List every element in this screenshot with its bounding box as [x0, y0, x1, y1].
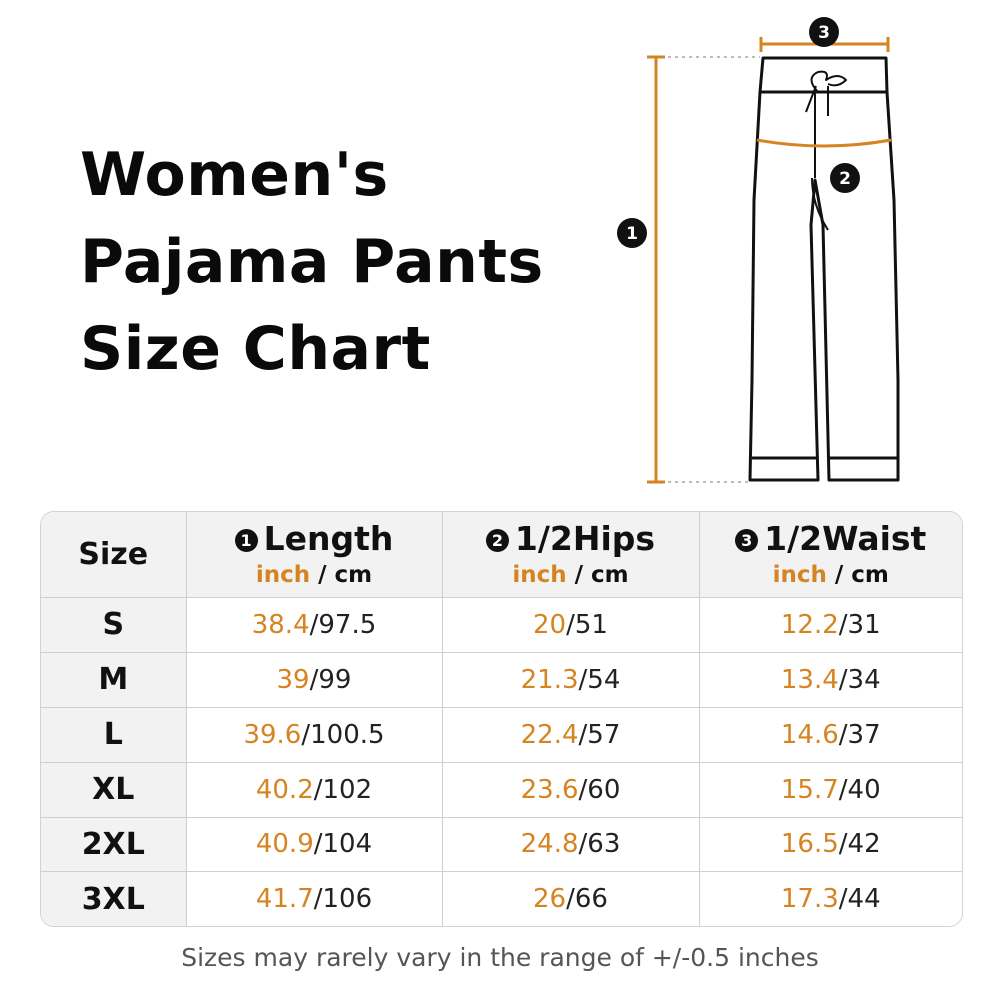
length-cell: 38.4/97.5	[185, 597, 443, 653]
unit-cm: cm	[591, 561, 629, 588]
table-row: S 38.4/97.5 20/51 12.2/31	[41, 597, 962, 653]
marker-hips-icon	[830, 163, 860, 193]
marker-hips-label: 2	[839, 169, 851, 189]
number-3-icon: 3	[735, 528, 759, 552]
table-row: L 39.6/100.5 22.4/57 14.6/37	[41, 706, 962, 763]
table-row: XL 40.2/102 23.6/60 15.7/40	[41, 761, 962, 818]
waist-cell: 16.5/42	[698, 816, 962, 873]
length-cell: 40.2/102	[185, 761, 443, 818]
waist-cell: 12.2/31	[698, 597, 962, 653]
pajama-pants-illustration: 1 3 2	[617, 17, 900, 484]
size-column-header: Size	[41, 512, 187, 598]
column-name: 1/2Hips	[514, 518, 656, 558]
unit-inch: inch	[512, 561, 567, 588]
marker-waist-icon	[809, 17, 839, 47]
size-cell: M	[41, 651, 187, 708]
table-row: 2XL 40.9/104 24.8/63 16.5/42	[41, 816, 962, 873]
waist-cell: 13.4/34	[698, 651, 962, 708]
unit-cm: cm	[851, 561, 889, 588]
number-1-icon: 1	[234, 528, 258, 552]
table-row: M 39/99 21.3/54 13.4/34	[41, 651, 962, 708]
unit-inch: inch	[772, 561, 827, 588]
unit-separator: /	[826, 561, 852, 588]
marker-waist-label: 3	[818, 23, 830, 43]
size-cell: XL	[41, 761, 187, 818]
hips-measure	[756, 138, 892, 148]
size-cell: 2XL	[41, 816, 187, 873]
unit-separator: /	[310, 561, 335, 588]
marker-length-icon	[617, 218, 647, 248]
waist-cell: 15.7/40	[698, 761, 962, 818]
unit-separator: /	[566, 561, 592, 588]
waist-cell: 14.6/37	[698, 706, 962, 763]
marker-length-label: 1	[626, 224, 638, 244]
hips-cell: 21.3/54	[441, 651, 700, 708]
hips-cell: 22.4/57	[441, 706, 700, 763]
page-title: Women's Pajama Pants Size Chart	[80, 132, 544, 393]
title-line-2: Pajama Pants	[80, 227, 544, 297]
title-line-3: Size Chart	[80, 314, 431, 384]
length-column-header: 1 Length inch / cm	[185, 512, 443, 598]
hips-cell: 23.6/60	[441, 761, 700, 818]
size-cell: S	[41, 597, 187, 653]
length-cell: 39.6/100.5	[185, 706, 443, 763]
size-cell: 3XL	[41, 871, 187, 926]
column-name: 1/2Waist	[764, 518, 927, 558]
column-name: Length	[263, 518, 394, 558]
length-cell: 40.9/104	[185, 816, 443, 873]
table-header-row: Size 1 Length inch / cm 2 1/2Hips inch / c…	[41, 512, 962, 598]
length-measure	[647, 55, 760, 484]
hips-cell: 20/51	[441, 597, 700, 653]
number-2-icon: 2	[485, 528, 509, 552]
pants-outline	[748, 56, 900, 482]
waist-column-header: 3 1/2Waist inch / cm	[698, 512, 962, 598]
length-cell: 39/99	[185, 651, 443, 708]
waist-cell: 17.3/44	[698, 871, 962, 926]
size-variation-note: Sizes may rarely vary in the range of +/…	[181, 943, 819, 972]
hips-cell: 26/66	[441, 871, 700, 926]
size-cell: L	[41, 706, 187, 763]
hips-cell: 24.8/63	[441, 816, 700, 873]
unit-cm: cm	[334, 561, 373, 588]
hips-column-header: 2 1/2Hips inch / cm	[441, 512, 700, 598]
size-table: Size 1 Length inch / cm 2 1/2Hips inch / c…	[40, 511, 963, 927]
title-line-1: Women's	[80, 140, 389, 210]
length-cell: 41.7/106	[185, 871, 443, 926]
table-row: 3XL 41.7/106 26/66 17.3/44	[41, 871, 962, 926]
unit-inch: inch	[255, 561, 311, 588]
